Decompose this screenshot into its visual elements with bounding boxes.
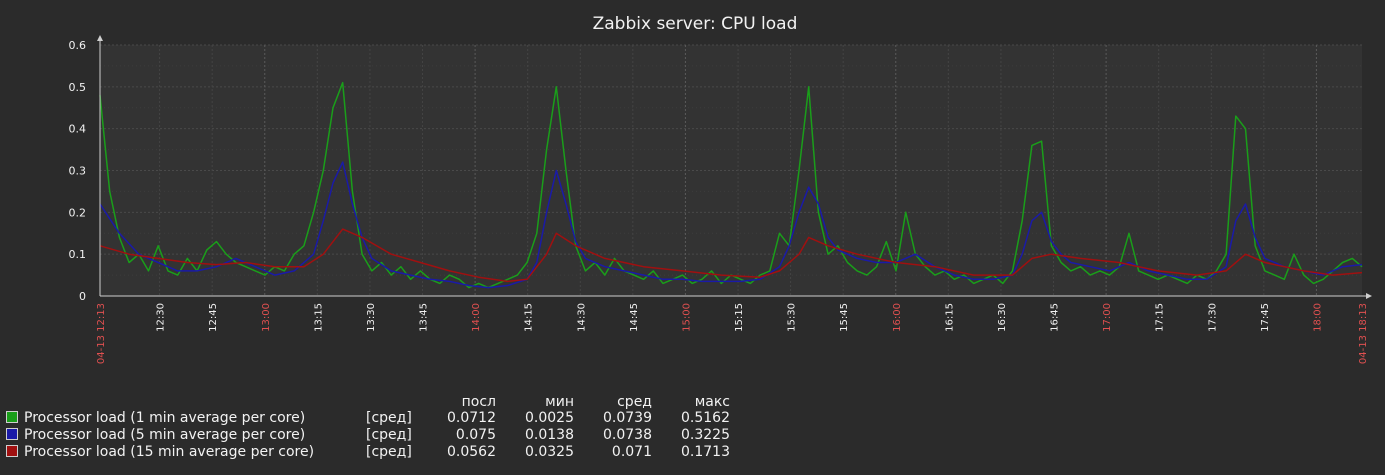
legend-header-last: посл	[461, 394, 496, 410]
y-tick-label: 0.6	[69, 39, 87, 52]
x-tick-label: 14:30	[576, 303, 587, 332]
series-line	[99, 228, 1363, 283]
x-tick-label: 15:30	[787, 303, 798, 332]
legend-row: Processor load (5 min average per core) …	[6, 427, 730, 444]
x-tick-label: 14:45	[629, 303, 640, 332]
x-tick-label: 13:15	[313, 303, 324, 332]
legend-last: 0.0562	[447, 444, 496, 460]
y-tick-label: 0	[79, 290, 86, 303]
x-tick-label: 13:30	[366, 303, 377, 332]
x-tick-label: 17:15	[1155, 303, 1166, 332]
x-tick-label: 15:00	[681, 303, 692, 332]
plot-area	[100, 45, 1362, 296]
x-tick-label: 16:45	[1050, 303, 1061, 332]
legend-min: 0.0138	[525, 427, 574, 443]
legend-series-name: Processor load (15 min average per core)	[24, 444, 315, 460]
x-tick-label: 17:00	[1102, 303, 1113, 332]
legend-header-avg: сред	[617, 394, 652, 410]
x-tick-label: 16:30	[997, 303, 1008, 332]
legend-avg: 0.0739	[603, 410, 652, 426]
x-tick-label: 13:00	[261, 303, 272, 332]
legend-row: Processor load (1 min average per core) …	[6, 410, 730, 427]
x-start-label: 04-13 12:13	[96, 303, 107, 364]
x-tick-label: 12:30	[156, 303, 167, 332]
legend-func: [сред]	[366, 444, 412, 460]
y-axis-arrow	[97, 35, 103, 41]
y-tick-label: 0.5	[69, 81, 87, 94]
legend-swatch	[6, 411, 18, 423]
y-tick-label: 0.4	[69, 123, 87, 136]
x-end-label: 04-13 18:13	[1358, 303, 1369, 364]
y-tick-label: 0.2	[69, 206, 87, 219]
series-line	[99, 161, 1363, 289]
x-tick-label: 16:00	[892, 303, 903, 332]
legend-last: 0.075	[455, 427, 496, 443]
x-tick-label: 14:00	[471, 303, 482, 332]
legend-func: [сред]	[366, 427, 412, 443]
x-axis-arrow	[1366, 293, 1372, 299]
x-tick-label: 15:45	[839, 303, 850, 332]
x-tick-label: 15:15	[734, 303, 745, 332]
x-tick-label: 17:30	[1207, 303, 1218, 332]
legend-max: 0.3225	[681, 427, 730, 443]
legend-series-name: Processor load (1 min average per core)	[24, 410, 306, 426]
x-tick-label: 13:45	[419, 303, 430, 332]
y-tick-label: 0.1	[69, 248, 87, 261]
legend-max: 0.5162	[681, 410, 730, 426]
y-tick-label: 0.3	[69, 165, 87, 178]
x-tick-label: 12:45	[208, 303, 219, 332]
legend-min: 0.0025	[525, 410, 574, 426]
legend-max: 0.1713	[681, 444, 730, 460]
legend-min: 0.0325	[525, 444, 574, 460]
x-tick-label: 16:15	[944, 303, 955, 332]
legend-avg: 0.0738	[603, 427, 652, 443]
legend-row: Processor load (15 min average per core)…	[6, 444, 730, 461]
legend-avg: 0.071	[611, 444, 652, 460]
legend-header-min: мин	[545, 394, 574, 410]
legend-last: 0.0712	[447, 410, 496, 426]
legend-swatch	[6, 428, 18, 440]
x-tick-label: 17:45	[1260, 303, 1271, 332]
x-tick-label: 18:00	[1312, 303, 1323, 332]
cpu-load-chart: Zabbix server: CPU load 0 0.1 0.2 0.3 0.4 0.5…	[69, 14, 1372, 364]
legend-swatch	[6, 445, 18, 457]
x-tick-label: 14:15	[524, 303, 535, 332]
chart-legend: посл мин сред макс Processor load (1 min…	[6, 395, 730, 461]
chart-title: Zabbix server: CPU load	[593, 14, 798, 34]
legend-series-name: Processor load (5 min average per core)	[24, 427, 306, 443]
legend-func: [сред]	[366, 410, 412, 426]
legend-header-max: макс	[694, 394, 730, 410]
